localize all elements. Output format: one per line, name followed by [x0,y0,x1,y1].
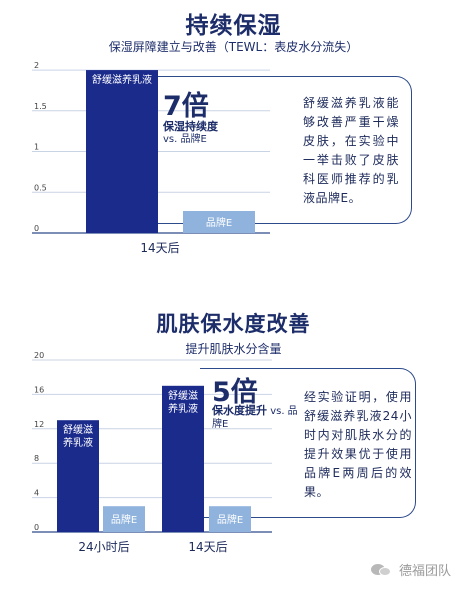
y-tick-label: 20 [34,351,44,360]
bar-label: 品牌E [217,513,243,526]
chart-subtitle: 提升肌肤水分含量 [185,342,282,356]
bar [103,506,145,532]
x-category-label: 24小时后 [78,540,129,554]
bar [162,385,204,532]
callout-box [200,368,416,518]
chart-subtitle: 保湿屏障建立与改善（TEWL：表皮水分流失） [108,40,359,54]
bar-label: 舒缓滋养乳液 [168,389,198,415]
multiplier-vs: vs. 品牌E [163,134,207,145]
y-tick-label: 1.5 [34,102,47,111]
bar-label: 舒缓滋养乳液 [92,73,152,86]
y-tick-label: 16 [34,385,44,394]
bar-label: 舒缓滋养乳液 [63,423,93,449]
multiplier-label: 保水度提升 vs. 品牌E [212,404,302,431]
chart-hydration: 肌肤保水度改善 提升肌肤水分含量 0 4 8 12 16 20 舒缓滋养乳液品牌E 24小时后… [0,300,467,589]
bar-label: 品牌E [111,513,137,526]
y-tick-label: 1 [34,143,39,152]
y-tick-label: 4 [34,489,39,498]
callout-note: 舒缓滋养乳液能够改善严重干燥皮肤，在实验中一举击败了皮肤科医师推荐的乳液品牌E。 [303,96,399,205]
multiplier-value: 7倍 [163,91,209,122]
multiplier-metric: 保湿持续度 [163,120,218,133]
chart-title: 持续保湿 [185,13,282,39]
watermark-text: 德福团队 [398,564,451,579]
chart-tewl: 持续保湿 保湿屏障建立与改善（TEWL：表皮水分流失） 0 0.5 1 1.5 2 舒缓滋… [0,0,467,285]
multiplier-vs: vs. 品牌E [212,406,298,430]
x-category-label: 14天后 [188,540,227,554]
callout-note: 经实验证明，使用舒缓滋养乳液24小时内对肌肤水分的提升效果优于使用品牌E两周后的… [304,390,412,499]
bar [86,70,158,233]
y-tick-label: 2 [34,61,39,70]
bar [57,420,99,532]
bar [209,506,251,532]
multiplier-label: 保湿持续度 vs. 品牌E [163,120,218,146]
y-tick-label: 8 [34,454,39,463]
x-category-label: 14天后 [140,241,179,255]
chart-title: 肌肤保水度改善 [156,312,311,336]
y-tick-label: 0.5 [34,183,47,192]
multiplier-metric: 保水度提升 [212,404,267,417]
y-tick-label: 0 [34,523,39,532]
watermark: 德福团队 [370,560,451,579]
bar [183,211,255,233]
callout-box [150,76,412,224]
wechat-bubbles-icon [370,562,393,578]
y-tick-label: 12 [34,420,44,429]
multiplier-value: 5倍 [212,377,258,408]
y-tick-label: 0 [34,224,39,233]
bar-label: 品牌E [206,216,232,229]
